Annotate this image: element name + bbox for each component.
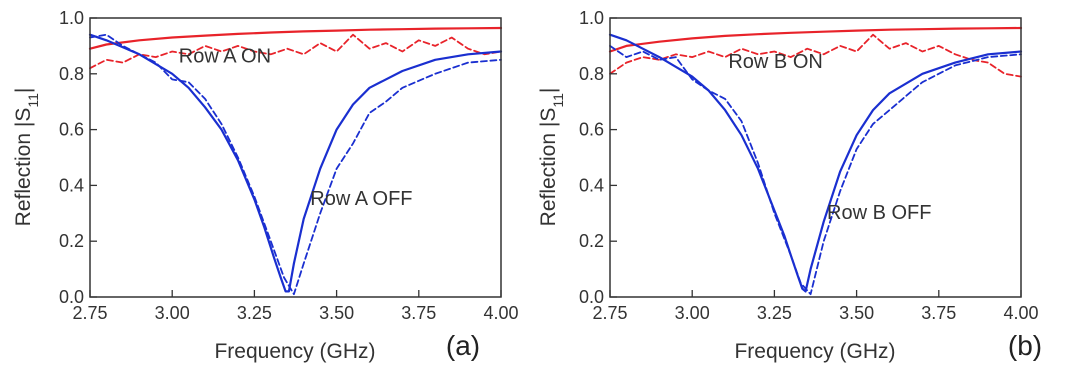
plot-frame — [89, 17, 502, 298]
y-axis-label-main: Reflection |S — [537, 108, 560, 227]
y-tick-label: 0.0 — [59, 287, 84, 307]
x-tick-label: 4.00 — [1003, 303, 1038, 323]
y-tick-label: 0.2 — [579, 231, 604, 251]
y-tick-label: 1.0 — [59, 8, 84, 28]
ticks-layer: 2.75 3.00 3.25 3.50 3.75 4.00 0.0 0.2 0.4 0.6 0.8 1… — [59, 8, 519, 323]
chart-panel-a: 2.75 3.00 3.25 3.50 3.75 4.00 0.0 0.2 0.4 0.6 0.8 1… — [12, 8, 519, 363]
y-tick-label: 0.6 — [579, 120, 604, 140]
y-axis-label-end: | — [12, 88, 35, 93]
panel-label: (b) — [1008, 330, 1042, 361]
y-tick-label: 0.6 — [59, 120, 84, 140]
x-tick-label: 3.00 — [155, 303, 190, 323]
y-tick-label: 0.8 — [59, 64, 84, 84]
x-axis-label: Frequency (GHz) — [734, 340, 895, 363]
x-tick-label: 3.50 — [839, 303, 874, 323]
curve-annotation: Row B ON — [728, 51, 822, 73]
solid-series-line-0 — [88, 26, 503, 50]
x-tick-label: 3.75 — [921, 303, 956, 323]
x-axis-label: Frequency (GHz) — [214, 340, 375, 363]
x-tick-label: 4.00 — [483, 303, 518, 323]
y-tick-label: 0.8 — [579, 64, 604, 84]
curve-annotation: Row A ON — [179, 46, 271, 68]
panel-label: (a) — [446, 330, 480, 361]
annotation-layer: Row B ON Row B OFF — [728, 51, 931, 224]
y-axis-label: Reflection |S11| — [12, 88, 41, 227]
annotation-layer: Row A ON Row A OFF — [179, 46, 413, 210]
x-tick-label: 3.50 — [319, 303, 354, 323]
y-tick-label: 0.4 — [59, 175, 84, 195]
dashed-series-line-3 — [609, 45, 1022, 296]
y-tick-label: 0.4 — [579, 175, 604, 195]
y-axis-label-sub: 11 — [25, 93, 41, 108]
curve-annotation: Row A OFF — [310, 188, 412, 210]
x-tick-label: 2.75 — [592, 303, 627, 323]
x-tick-label: 3.00 — [675, 303, 710, 323]
ticks-layer: 2.75 3.00 3.25 3.50 3.75 4.00 0.0 0.2 0.4 0.6 0.8 1… — [579, 8, 1039, 323]
dashed-series-line-1 — [89, 33, 502, 70]
y-tick-label: 0.2 — [59, 231, 84, 251]
x-tick-label: 3.75 — [401, 303, 436, 323]
chart-panel-b: 2.75 3.00 3.25 3.50 3.75 4.00 0.0 0.2 0.4 0.6 0.8 1… — [537, 8, 1042, 363]
series-layer — [608, 26, 1023, 296]
solid-series-line-2 — [88, 33, 503, 293]
plot-frame — [609, 17, 1022, 298]
curve-annotation: Row B OFF — [827, 202, 931, 224]
solid-series-line-0 — [608, 26, 1023, 53]
y-axis-label-end: | — [537, 88, 560, 93]
y-tick-label: 1.0 — [579, 8, 604, 28]
y-tick-label: 0.0 — [579, 287, 604, 307]
y-axis-label: Reflection |S11| — [537, 88, 566, 227]
dashed-series-line-3 — [89, 33, 502, 296]
series-layer — [88, 26, 503, 296]
x-tick-label: 3.25 — [237, 303, 272, 323]
y-axis-label-main: Reflection |S — [12, 108, 35, 227]
y-axis-label-sub: 11 — [550, 93, 566, 108]
x-tick-label: 2.75 — [72, 303, 107, 323]
x-tick-label: 3.25 — [757, 303, 792, 323]
dashed-series-line-1 — [609, 33, 1022, 78]
